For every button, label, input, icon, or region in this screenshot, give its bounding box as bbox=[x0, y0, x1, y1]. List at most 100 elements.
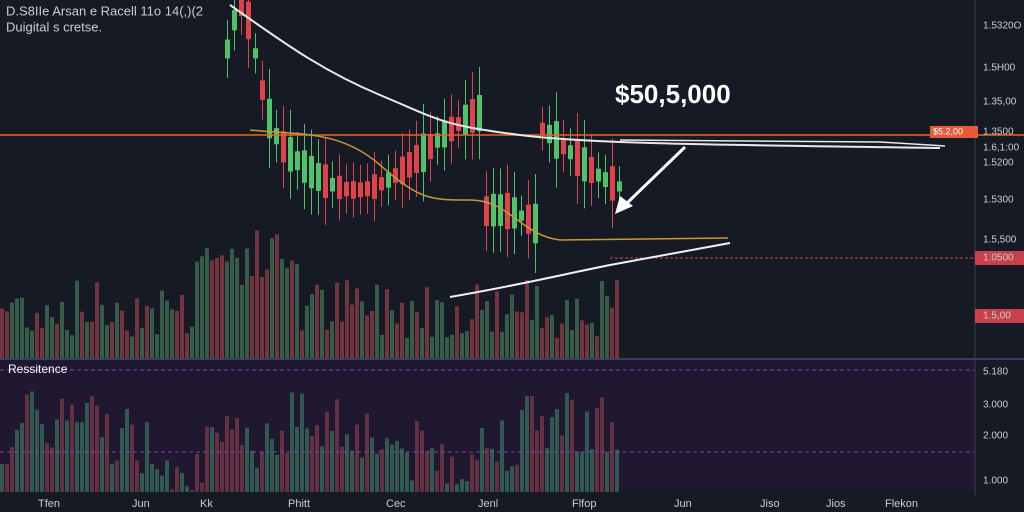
candle bbox=[456, 117, 461, 131]
oscillator-bar bbox=[15, 429, 19, 492]
volume-bar bbox=[370, 311, 374, 358]
candle bbox=[379, 177, 384, 191]
oscillator-bar bbox=[115, 460, 119, 492]
volume-bar bbox=[85, 322, 89, 358]
volume-bar bbox=[305, 305, 309, 358]
oscillator-bar bbox=[435, 470, 439, 492]
oscillator-bar bbox=[175, 467, 179, 492]
volume-bar bbox=[260, 276, 264, 358]
trend bbox=[619, 139, 946, 147]
candle bbox=[540, 122, 545, 135]
oscillator-bar bbox=[455, 484, 459, 492]
volume-bar bbox=[115, 302, 119, 358]
oscillator-bar bbox=[440, 444, 444, 492]
candle bbox=[288, 137, 293, 172]
volume-bar bbox=[600, 281, 604, 358]
oscillator-bar bbox=[280, 430, 284, 492]
volume-bar bbox=[195, 261, 199, 358]
oscillator-bar bbox=[160, 475, 164, 492]
candle bbox=[225, 39, 230, 59]
oscillator-bar bbox=[285, 452, 289, 492]
oscillator-bar bbox=[560, 435, 564, 492]
oscillator-bar bbox=[220, 441, 224, 492]
volume-bar bbox=[380, 334, 384, 358]
volume-bar bbox=[340, 321, 344, 358]
oscillator-bar bbox=[90, 396, 94, 492]
oscillator-bar bbox=[55, 419, 59, 492]
volume-bar bbox=[230, 248, 234, 358]
candle bbox=[519, 210, 524, 221]
volume-bar bbox=[90, 321, 94, 358]
candle bbox=[386, 172, 391, 188]
oscillator-bar bbox=[130, 424, 134, 492]
candle bbox=[596, 168, 601, 182]
volume-bar bbox=[110, 321, 114, 358]
volume-bar bbox=[205, 248, 209, 358]
oscillator-bar bbox=[400, 448, 404, 492]
volume-bar bbox=[60, 301, 64, 358]
volume-bar bbox=[605, 295, 609, 358]
volume-bar bbox=[130, 336, 134, 358]
volume-bar bbox=[360, 301, 364, 358]
volume-bar bbox=[505, 314, 509, 358]
oscillator-bar bbox=[500, 420, 504, 492]
candle bbox=[330, 177, 335, 192]
oscillator-bar bbox=[330, 431, 334, 492]
candles bbox=[0, 0, 622, 492]
oscillator-bar bbox=[395, 440, 399, 492]
volume-bar bbox=[615, 279, 619, 358]
candle bbox=[470, 99, 475, 133]
candle bbox=[435, 133, 440, 148]
x-axis-label: Jios bbox=[826, 498, 846, 510]
volume-bar bbox=[545, 317, 549, 358]
candle bbox=[491, 193, 496, 227]
volume-bar bbox=[20, 297, 24, 358]
x-axis-label: Flekon bbox=[885, 498, 918, 510]
volume-bar bbox=[215, 258, 219, 358]
candle bbox=[533, 203, 538, 244]
volume-bar bbox=[145, 305, 149, 358]
oscillator-bar bbox=[10, 447, 14, 492]
y-axis-label: 1.5320O bbox=[983, 21, 1022, 32]
oscillator-bar bbox=[585, 411, 589, 492]
volume-bar bbox=[455, 306, 459, 358]
oscillator-bar bbox=[270, 438, 274, 492]
oscillator-bar bbox=[80, 422, 84, 492]
volume-bar bbox=[200, 256, 204, 358]
volume-bar bbox=[250, 275, 254, 358]
volume-bar bbox=[100, 304, 104, 358]
candle bbox=[421, 133, 426, 173]
oscillator-bar bbox=[315, 425, 319, 492]
volume-bar bbox=[510, 294, 514, 358]
oscillator-bar bbox=[305, 428, 309, 492]
y-axis-label: 1.3500 bbox=[983, 127, 1014, 138]
oscillator-bar bbox=[275, 454, 279, 492]
oscillator-bar bbox=[590, 449, 594, 492]
oscillator-bar bbox=[210, 427, 214, 492]
oscillator-bar bbox=[575, 451, 579, 492]
price-flag bbox=[975, 309, 1024, 323]
y-axis-label: 1.35,00 bbox=[983, 97, 1017, 108]
volume-bar bbox=[565, 299, 569, 358]
oscillator-bar bbox=[105, 414, 109, 492]
volume-bar bbox=[0, 308, 4, 358]
volume-bar bbox=[450, 334, 454, 358]
volume-bar bbox=[210, 260, 214, 358]
volume-bar bbox=[180, 294, 184, 358]
oscillator-bar bbox=[155, 469, 159, 492]
volume-bar bbox=[335, 282, 339, 358]
oscillator-bar bbox=[420, 430, 424, 492]
oscillator-bar bbox=[100, 437, 104, 492]
oscillator-bar bbox=[300, 393, 304, 492]
volume-bar bbox=[430, 336, 434, 358]
candle bbox=[393, 168, 398, 183]
candle bbox=[337, 175, 342, 199]
volume-bar bbox=[220, 255, 224, 358]
oscillator-bar bbox=[65, 420, 69, 492]
oscillator-bar bbox=[430, 448, 434, 492]
volume-bar bbox=[365, 315, 369, 358]
price-flag bbox=[975, 251, 1024, 265]
candle bbox=[260, 80, 265, 100]
candle bbox=[274, 128, 279, 145]
oscillator-bar bbox=[525, 396, 529, 492]
